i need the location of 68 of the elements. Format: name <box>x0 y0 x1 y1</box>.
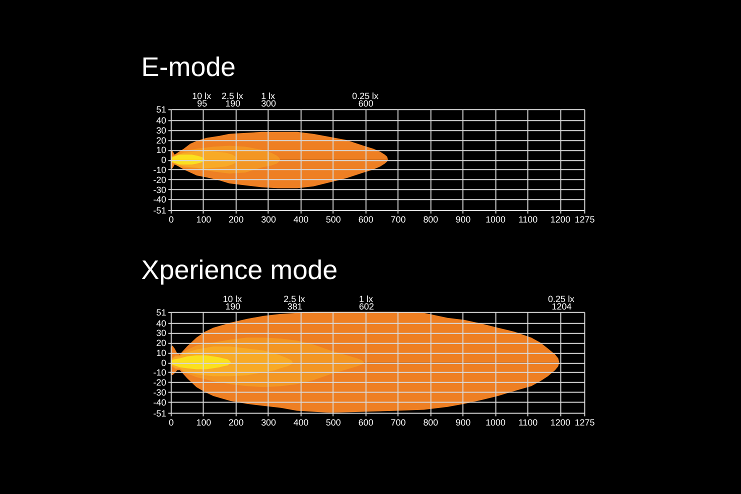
x-tick-label: 700 <box>390 214 406 225</box>
text: 0.25 lx <box>352 91 380 102</box>
y-tick-label: -30 <box>153 184 166 195</box>
x2-tick-label: 190 <box>225 301 240 312</box>
x-tick-label: 200 <box>228 214 244 225</box>
x-tick-label: 100 <box>196 417 212 428</box>
text: 1 lx <box>358 294 374 304</box>
text: 10 lx <box>222 294 242 304</box>
y-tick-label: -40 <box>153 194 166 205</box>
x-tick-label: 600 <box>358 417 374 428</box>
x-tick-label: 1200 <box>550 417 570 428</box>
y-tick-label: 30 <box>156 328 166 338</box>
x-tick-label: 900 <box>456 214 471 225</box>
x-tick-label: 1275 <box>574 417 595 428</box>
y-tick-label: 10 <box>156 145 166 156</box>
y-tick-label: 51 <box>156 307 166 318</box>
x2-tick-label: 600 <box>358 98 374 109</box>
y-tick-label: 0 <box>161 358 166 368</box>
y-tick-label: -20 <box>153 174 166 185</box>
x-tick-label: 600 <box>358 214 374 225</box>
y-tick-label: -20 <box>153 378 166 388</box>
y-tick-label: 10 <box>156 348 166 358</box>
x-tick-label: 1000 <box>486 214 506 225</box>
x-tick-label: 1100 <box>518 214 538 225</box>
x-tick-label: 400 <box>293 214 308 225</box>
x-tick-label: 700 <box>390 417 406 428</box>
x-tick-label: 500 <box>326 214 341 225</box>
x2-tick-label: 381 <box>287 301 302 312</box>
y-tick-label: 20 <box>156 135 166 146</box>
x2-tick-label: 190 <box>225 98 240 109</box>
x-tick-label: 1200 <box>550 214 570 225</box>
y-tick-label: -40 <box>153 397 166 408</box>
x-tick-label: 1000 <box>486 417 506 428</box>
y-tick-label: -30 <box>153 388 166 398</box>
x-tick-label: 0 <box>168 214 174 225</box>
x-tick-label: 400 <box>293 417 308 428</box>
y-tick-label: 51 <box>156 104 166 115</box>
x-tick-label: 200 <box>228 417 244 428</box>
y-tick-label: 40 <box>156 318 166 328</box>
x2-tick-label: 95 <box>197 98 208 109</box>
y-tick-label: -10 <box>153 368 166 378</box>
x2-tick-label: 1204 <box>552 301 572 312</box>
chart-title: Xperience mode <box>141 254 338 285</box>
x-tick-label: 100 <box>196 214 212 225</box>
chart-title: E-mode <box>141 52 236 82</box>
x-tick-label: 800 <box>423 214 438 225</box>
text: 10 lx <box>192 91 212 102</box>
x-tick-label: 0 <box>168 417 174 428</box>
y-tick-label: 40 <box>156 116 166 126</box>
y-tick-label: -51 <box>153 408 166 418</box>
text: 2.5 lx <box>222 91 244 102</box>
y-tick-label: -10 <box>153 165 166 175</box>
x-tick-label: 900 <box>456 417 471 428</box>
x2-tick-label: 602 <box>358 301 374 312</box>
x-tick-label: 800 <box>423 417 438 428</box>
text: 0.25 lx <box>548 294 575 304</box>
x2-tick-label: 300 <box>261 98 276 109</box>
x-tick-label: 500 <box>326 417 341 428</box>
y-tick-label: 30 <box>156 125 166 136</box>
text: 2.5 lx <box>284 294 306 304</box>
y-tick-label: 20 <box>156 338 166 348</box>
x-tick-label: 300 <box>261 417 276 428</box>
x-tick-label: 1100 <box>518 417 538 428</box>
x-tick-label: 1275 <box>574 214 595 225</box>
x-tick-label: 300 <box>261 214 276 225</box>
text: 1 lx <box>261 91 276 102</box>
y-tick-label: 0 <box>161 155 166 166</box>
y-tick-label: -51 <box>153 206 166 216</box>
